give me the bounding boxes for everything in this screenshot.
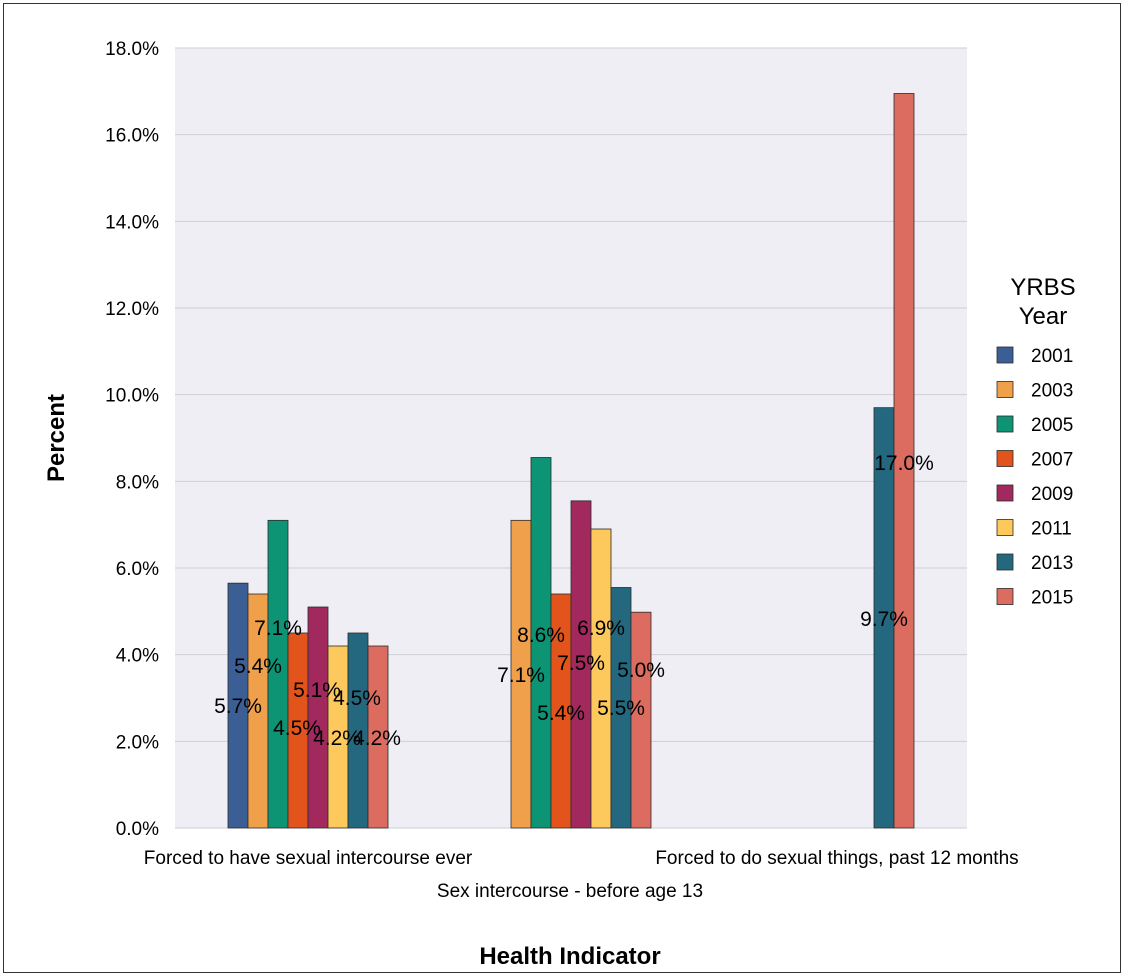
bar-chart: 5.7% 5.4% 7.1% 7.1% 8.6% 4.5% 5.4% 5.1% 7.5% 4.2%…	[43, 39, 1076, 970]
data-label-2007-cat1: 5.4%	[537, 702, 585, 725]
category-label: Forced to do sexual things, past 12 mont…	[655, 848, 1018, 869]
legend-label-2013: 2013	[1031, 553, 1073, 574]
data-label-2001-cat0: 5.7%	[214, 695, 262, 718]
data-label-2011-cat0: 4.2%	[313, 727, 361, 750]
data-label-2003-cat1: 7.1%	[497, 664, 545, 687]
bars	[227, 93, 915, 829]
y-tick-label: 14.0%	[105, 212, 159, 233]
chart-frame: 5.7% 5.4% 7.1% 7.1% 8.6% 4.5% 5.4% 5.1% 7.5% 4.2%…	[3, 3, 1121, 973]
legend-label-2011: 2011	[1031, 519, 1072, 540]
y-tick-label: 6.0%	[116, 559, 159, 580]
legend: YRBS Year 2001 2003 2005 2007 2009 2011 2013 2015	[996, 274, 1076, 609]
legend-swatch-2013	[996, 553, 1014, 571]
x-axis-title: Health Indicator	[479, 943, 660, 970]
legend-label-2001: 2001	[1031, 346, 1073, 367]
y-tick-label: 4.0%	[116, 646, 159, 667]
data-label-2003-cat0: 5.4%	[234, 655, 282, 678]
legend-title: YRBS Year	[1010, 274, 1075, 330]
legend-swatch-2001	[996, 346, 1014, 364]
y-tick-label: 18.0%	[105, 39, 159, 60]
legend-label-2007: 2007	[1031, 450, 1073, 471]
data-label-2015-cat1: 5.0%	[617, 659, 665, 682]
bar-2011-cat1	[590, 528, 612, 829]
legend-swatch-2009	[996, 484, 1014, 502]
data-label-2005-cat0: 7.1%	[254, 617, 302, 640]
data-label-2013-cat0: 4.5%	[333, 687, 381, 710]
y-tick-label: 16.0%	[105, 126, 159, 147]
bar-2015-cat1	[630, 611, 652, 829]
data-labels: 5.7% 5.4% 7.1% 7.1% 8.6% 4.5% 5.4% 5.1% 7.5% 4.2%…	[214, 452, 934, 750]
legend-swatch-2007	[996, 450, 1014, 467]
legend-label-2009: 2009	[1031, 484, 1073, 505]
legend-swatch-2011	[996, 519, 1014, 536]
data-label-2009-cat0: 5.1%	[293, 679, 341, 702]
y-tick-label: 0.0%	[116, 819, 159, 840]
y-tick-label: 10.0%	[105, 386, 159, 407]
y-axis-title: Percent	[43, 394, 70, 482]
category-label: Forced to have sexual intercourse ever	[144, 848, 473, 869]
category-label: Sex intercourse - before age 13	[437, 881, 703, 902]
bar-2015-cat0	[367, 645, 389, 829]
y-tick-label: 12.0%	[105, 299, 159, 320]
legend-label-2015: 2015	[1031, 588, 1073, 609]
data-label-2011-cat1: 6.9%	[577, 617, 625, 640]
y-tick-label: 8.0%	[116, 472, 159, 493]
legend-swatch-2005	[996, 415, 1014, 433]
bar-2015-cat2	[893, 93, 915, 829]
axes: 0.0% 2.0% 4.0% 6.0% 8.0% 10.0% 12.0% 14.0% 16.0%…	[43, 39, 1019, 970]
legend-swatch-2015	[996, 588, 1014, 605]
data-label-2007-cat0: 4.5%	[273, 717, 321, 740]
data-label-2015-cat0: 4.2%	[353, 727, 401, 750]
data-label-2013-cat1: 5.5%	[597, 697, 645, 720]
legend-swatch-2003	[996, 381, 1014, 398]
data-label-2009-cat1: 7.5%	[557, 652, 605, 675]
legend-label-2003: 2003	[1031, 381, 1073, 402]
data-label-2005-cat1: 8.6%	[517, 624, 565, 647]
y-tick-label: 2.0%	[116, 732, 159, 753]
legend-label-2005: 2005	[1031, 415, 1073, 436]
data-label-2015-cat2: 17.0%	[874, 452, 934, 475]
data-label-2013-cat2: 9.7%	[860, 608, 908, 631]
